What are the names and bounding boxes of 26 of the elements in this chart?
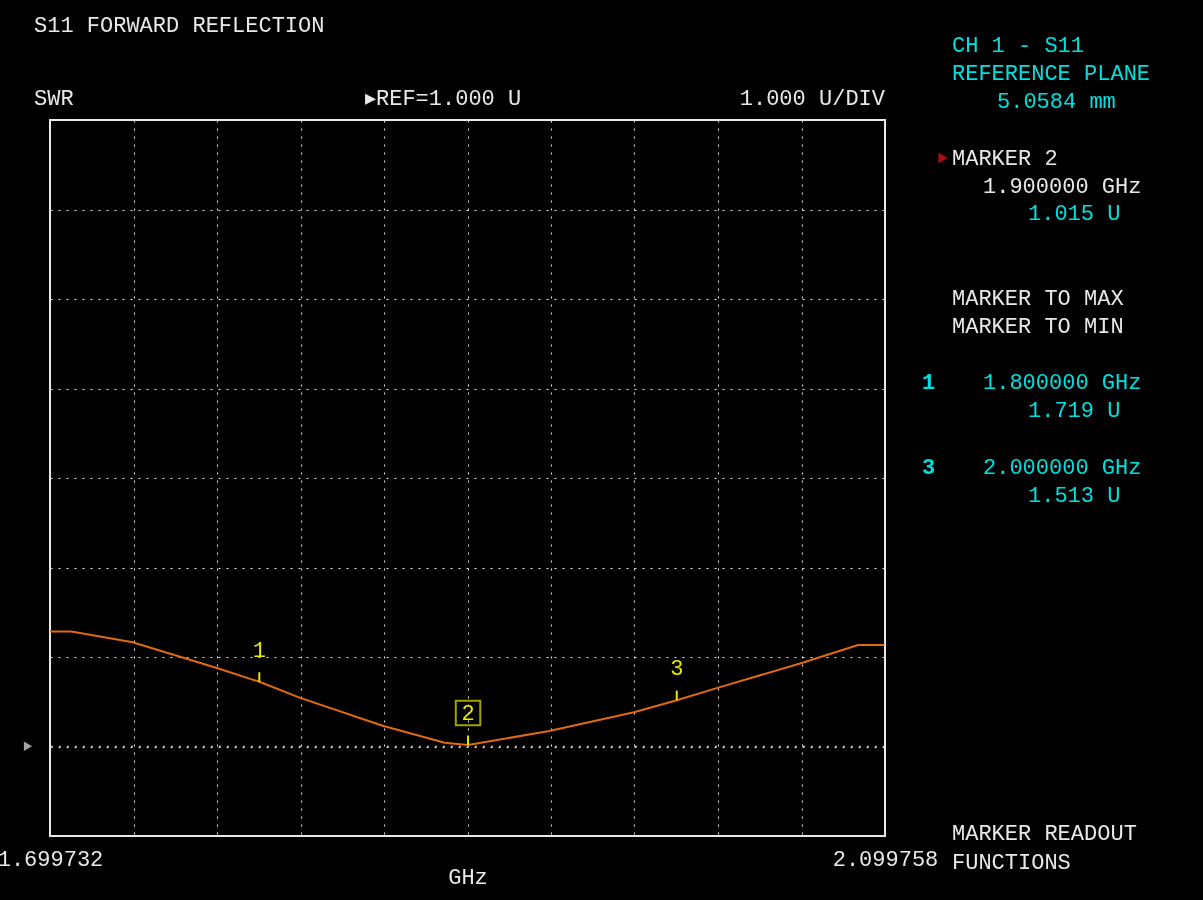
text: 1: [922, 371, 936, 396]
text: MARKER READOUT: [952, 822, 1137, 847]
x-tick-label: 1.699732: [0, 847, 104, 873]
text: MARKER 2: [952, 147, 1058, 172]
annotation: 3: [670, 657, 684, 683]
text: 1.000 U/DIV: [739, 87, 886, 112]
text: 1.719 U: [1028, 399, 1121, 424]
x-tick-label: 2.099758: [832, 847, 939, 873]
annotation: 2: [461, 701, 475, 727]
text: CH 1 - S11: [952, 34, 1085, 59]
text: FUNCTIONS: [952, 851, 1071, 876]
chart-title: S11 FORWARD REFLECTION: [34, 14, 325, 39]
text: 1.015 U: [1028, 202, 1121, 227]
x-axis-title: GHz: [448, 865, 488, 891]
text: 1.513 U: [1028, 484, 1121, 509]
text: MARKER TO MAX: [952, 287, 1124, 312]
text: SWR: [34, 87, 74, 112]
text: 2.000000 GHz: [983, 456, 1142, 481]
text: 3: [922, 456, 936, 481]
text: 5.0584 mm: [997, 90, 1116, 115]
text: REFERENCE PLANE: [952, 62, 1151, 87]
text: 1.900000 GHz: [983, 175, 1142, 200]
text: 1.800000 GHz: [983, 371, 1142, 396]
text: MARKER TO MIN: [952, 315, 1124, 340]
text: ▸REF=1.000 U: [365, 87, 522, 112]
annotation: 1: [252, 638, 266, 664]
